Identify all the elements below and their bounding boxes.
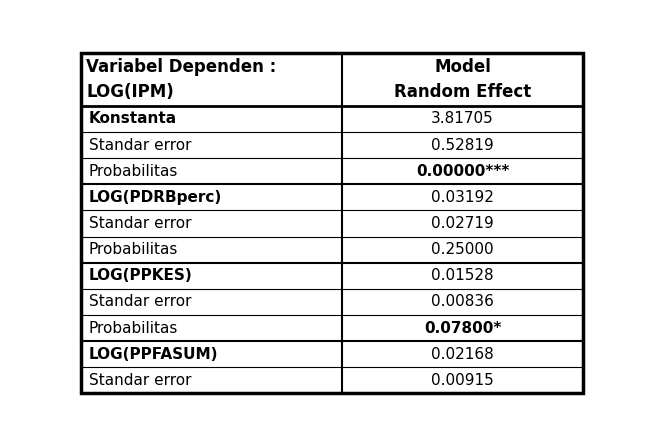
Text: Standar error: Standar error <box>89 294 191 309</box>
Text: 3.81705: 3.81705 <box>432 111 494 126</box>
Text: Konstanta: Konstanta <box>89 111 177 126</box>
Text: 0.00836: 0.00836 <box>431 294 494 309</box>
Text: LOG(PDRBperc): LOG(PDRBperc) <box>89 190 222 205</box>
Text: Probabilitas: Probabilitas <box>89 242 178 257</box>
Text: Standar error: Standar error <box>89 216 191 231</box>
Text: LOG(PPKES): LOG(PPKES) <box>89 268 192 283</box>
Text: 0.00915: 0.00915 <box>432 373 494 388</box>
Text: LOG(PPFASUM): LOG(PPFASUM) <box>89 347 218 362</box>
Text: 0.01528: 0.01528 <box>432 268 494 283</box>
Text: 0.02719: 0.02719 <box>432 216 494 231</box>
Text: 0.02168: 0.02168 <box>432 347 494 362</box>
Text: Variabel Dependen :
LOG(IPM): Variabel Dependen : LOG(IPM) <box>86 58 276 101</box>
Text: Probabilitas: Probabilitas <box>89 164 178 179</box>
Text: Standar error: Standar error <box>89 137 191 152</box>
Text: Probabilitas: Probabilitas <box>89 320 178 335</box>
Text: 0.52819: 0.52819 <box>432 137 494 152</box>
Text: Model
Random Effect: Model Random Effect <box>394 58 531 101</box>
Text: 0.03192: 0.03192 <box>431 190 494 205</box>
Text: Standar error: Standar error <box>89 373 191 388</box>
Text: 0.07800*: 0.07800* <box>424 320 502 335</box>
Text: 0.25000: 0.25000 <box>432 242 494 257</box>
Text: 0.00000***: 0.00000*** <box>416 164 509 179</box>
